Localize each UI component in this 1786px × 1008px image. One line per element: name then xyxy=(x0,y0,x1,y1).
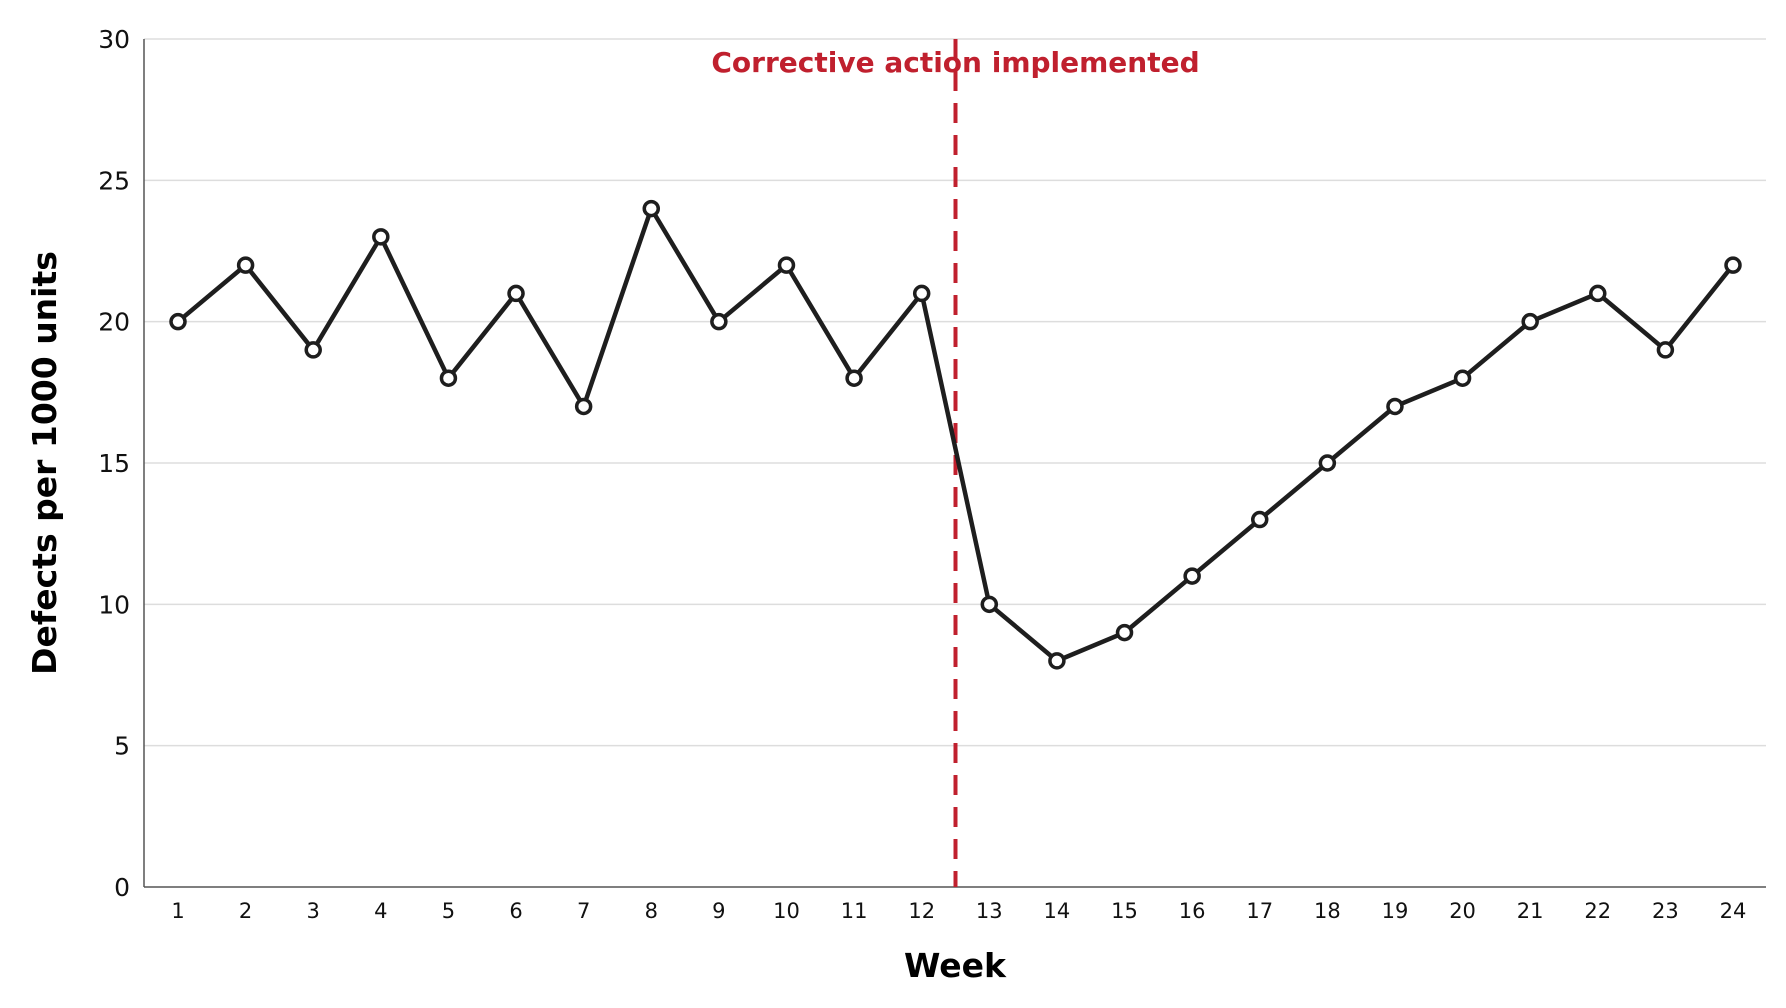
x-tick-label: 18 xyxy=(1314,899,1341,923)
data-points xyxy=(169,199,1742,670)
x-tick-label: 3 xyxy=(307,899,320,923)
data-point xyxy=(1183,567,1201,585)
x-tick-label: 9 xyxy=(712,899,725,923)
data-point xyxy=(1656,341,1675,359)
x-tick-label: 15 xyxy=(1111,899,1138,923)
data-point xyxy=(710,312,728,331)
x-tick-label: 1 xyxy=(171,899,184,923)
data-point xyxy=(1724,256,1742,274)
y-tick-label: 15 xyxy=(98,449,130,478)
series-line xyxy=(176,206,1735,664)
data-point xyxy=(304,341,322,359)
data-point xyxy=(1250,510,1269,529)
data-point xyxy=(1521,312,1539,331)
x-tick-labels: 1 2 3 4 5 6 7 8 9 10 11 12 13 14 15 16 17 18 19 20 21 22 23 24 xyxy=(171,899,1746,923)
x-tick-label: 8 xyxy=(645,899,658,923)
data-point xyxy=(1048,652,1066,670)
x-tick-label: 20 xyxy=(1449,899,1476,923)
data-point xyxy=(236,256,255,274)
data-point xyxy=(169,312,187,331)
data-point xyxy=(1386,397,1404,416)
x-tick-label: 13 xyxy=(976,899,1003,923)
data-point xyxy=(574,397,593,416)
x-tick-label: 6 xyxy=(509,899,522,923)
x-tick-label: 14 xyxy=(1044,899,1071,923)
data-point xyxy=(845,369,863,387)
x-tick-label: 11 xyxy=(841,899,868,923)
y-tick-label: 0 xyxy=(114,873,130,902)
x-tick-label: 4 xyxy=(374,899,387,923)
x-tick-label: 2 xyxy=(239,899,252,923)
annotation-label: Corrective action implemented xyxy=(711,46,1199,79)
x-tick-label: 5 xyxy=(442,899,455,923)
y-tick-label: 10 xyxy=(98,590,130,619)
y-axis-title: Defects per 1000 units xyxy=(25,251,64,675)
x-tick-label: 19 xyxy=(1382,899,1409,923)
data-point xyxy=(439,369,458,387)
data-point xyxy=(912,284,931,303)
data-point xyxy=(1115,623,1134,642)
data-point xyxy=(1318,454,1337,472)
x-tick-label: 23 xyxy=(1652,899,1679,923)
x-tick-label: 7 xyxy=(577,899,590,923)
x-tick-label: 12 xyxy=(908,899,935,923)
data-point xyxy=(372,228,390,246)
x-tick-label: 17 xyxy=(1246,899,1273,923)
data-point xyxy=(980,595,999,614)
data-point xyxy=(777,256,796,274)
x-tick-label: 10 xyxy=(773,899,800,923)
y-tick-label: 25 xyxy=(98,166,130,195)
data-point xyxy=(507,284,525,303)
x-tick-label: 22 xyxy=(1584,899,1611,923)
data-point xyxy=(1453,369,1472,387)
x-tick-label: 24 xyxy=(1720,899,1747,923)
y-tick-label: 20 xyxy=(98,308,130,337)
y-tick-label: 5 xyxy=(114,732,130,761)
x-tick-label: 16 xyxy=(1179,899,1206,923)
y-tick-label: 30 xyxy=(98,25,130,54)
x-tick-label: 21 xyxy=(1517,899,1544,923)
data-point xyxy=(1589,284,1607,303)
x-axis-title: Week xyxy=(904,946,1007,985)
y-tick-labels: 0 5 10 15 20 25 30 xyxy=(98,25,130,902)
data-point xyxy=(642,199,661,218)
